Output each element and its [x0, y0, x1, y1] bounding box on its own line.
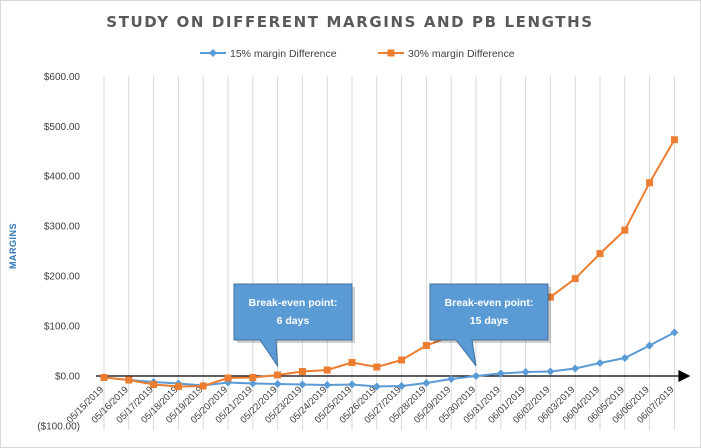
series-1-point — [546, 293, 554, 301]
series-0-point — [273, 379, 282, 388]
series-0-point — [472, 372, 480, 380]
series-1-point — [571, 275, 579, 283]
gridlines — [103, 76, 675, 430]
series-0-point — [645, 341, 654, 350]
series-1-point — [274, 371, 282, 379]
legend: 15% margin Difference 30% margin Differe… — [200, 48, 515, 60]
series-lines — [103, 139, 676, 388]
series-0-point — [521, 368, 530, 377]
series-0-point — [348, 380, 356, 389]
series-0-point — [298, 380, 307, 389]
series-0-point — [447, 374, 456, 383]
callout-box — [233, 283, 353, 368]
series-1-point — [348, 359, 356, 367]
y-tick-label: $500.00 — [44, 122, 81, 133]
series-1-point — [323, 366, 331, 374]
y-tick-label: $600.00 — [44, 72, 81, 83]
break-even-callout: Break-even point: 6 days — [233, 283, 355, 368]
break-even-callout: Break-even point: 15 days — [429, 283, 551, 367]
series-0-point — [620, 354, 629, 363]
y-tick-label: $200.00 — [44, 272, 81, 283]
legend-item-15-margin: 15% margin Difference — [200, 48, 337, 60]
series-1-point — [621, 226, 629, 234]
series-1-point — [373, 363, 381, 371]
callout-line-1: Break-even point: — [249, 297, 338, 309]
series-0-point — [248, 379, 257, 388]
legend-label-30-margin: 30% margin Difference — [408, 48, 515, 60]
callout-line-1: Break-even point: — [445, 297, 534, 309]
series-1-point — [224, 374, 232, 382]
callout-line-2: 6 days — [277, 315, 310, 327]
y-axis-title: MARGINS — [8, 223, 18, 269]
y-tick-label: ($100.00) — [37, 421, 80, 432]
series-1-point — [596, 250, 604, 258]
y-axis-ticks: ($100.00) $0.00 $100.00 $200.00 $300.00 $400.… — [37, 72, 80, 433]
series-0-point — [596, 359, 604, 368]
series-1-point — [670, 136, 678, 144]
series-1-point — [199, 382, 207, 390]
series-0-point — [546, 367, 555, 376]
y-tick-label: $100.00 — [44, 322, 81, 333]
x-axis — [96, 370, 691, 382]
series-1-point — [174, 382, 182, 390]
series-markers — [100, 136, 679, 391]
series-1-point — [298, 368, 306, 376]
series-0-point — [496, 369, 505, 378]
chart-title: STUDY ON DIFFERENT MARGINS AND PB LENGTH… — [106, 13, 593, 31]
series-line-0 — [103, 331, 675, 388]
series-0-point — [397, 381, 406, 390]
legend-label-15-margin: 15% margin Difference — [230, 48, 337, 60]
series-1-point — [125, 376, 133, 384]
callout-line-2: 15 days — [470, 315, 509, 327]
series-1-point — [100, 373, 108, 381]
legend-item-30-margin: 30% margin Difference — [378, 48, 515, 60]
series-0-point — [323, 380, 332, 389]
series-1-point — [398, 356, 406, 364]
series-1-point — [422, 342, 430, 350]
series-1-point — [249, 373, 257, 381]
y-tick-label: $300.00 — [44, 222, 81, 233]
y-tick-label: $400.00 — [44, 172, 81, 183]
series-1-point — [646, 179, 654, 187]
callout-box — [429, 283, 549, 367]
series-line-1 — [103, 139, 676, 388]
series-0-point — [422, 378, 431, 387]
series-0-point — [372, 382, 381, 391]
x-axis-ticks: 05/15/201905/16/201905/17/201905/18/2019… — [65, 384, 677, 425]
series-1-point — [150, 380, 158, 388]
x-axis-arrow — [678, 370, 691, 382]
series-0-point — [670, 328, 679, 337]
series-0-point — [571, 364, 580, 373]
y-tick-label: $0.00 — [55, 372, 80, 383]
